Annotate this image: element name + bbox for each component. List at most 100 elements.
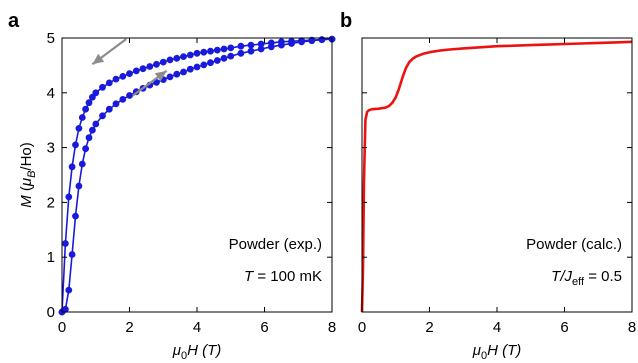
panel-a-annotation-sample: Powder (exp.) (229, 236, 322, 253)
panel-a-letter: a (8, 10, 20, 32)
panel-a-series-0-point-19 (153, 60, 160, 68)
panel-a-y-tick-label-4: 4 (47, 85, 55, 102)
panel-a-series-0-point-7 (82, 105, 89, 113)
panel-b-x-tick-label-0: 0 (358, 319, 366, 336)
panel-a-series-1-point-36 (288, 40, 295, 47)
panel-a-x-tick-label-4: 8 (328, 319, 336, 336)
panel-a-x-tick-label-3: 6 (260, 319, 268, 336)
panel-a-series-1-point-33 (257, 45, 265, 53)
panel-a-series-0-point-12 (105, 79, 113, 87)
panel-a-series-1-point-15 (126, 92, 133, 99)
panel-a-x-axis-label: μ0H (T) (172, 342, 222, 362)
panel-a-y-tick-label-0: 0 (47, 304, 55, 321)
panel-a-series-1-point-35 (277, 41, 285, 49)
panel-a-series-0-point-1 (62, 240, 69, 247)
panel-a-series-1-point-28 (213, 57, 221, 64)
panel-a-series-0-point-28 (213, 46, 221, 54)
panel-a-series-0-point-17 (139, 65, 147, 73)
panel-a-series-1-point-8 (85, 134, 93, 142)
panel-a-x-ticks: 0 2 4 6 8 (58, 38, 336, 336)
panel-a-y-ticks: 0 1 2 3 4 5 (47, 30, 332, 321)
panel-a-series-0-point-30 (227, 44, 235, 52)
panel-a-arrow-head-1 (154, 70, 167, 82)
panel-a-series-1-point-38 (308, 37, 316, 45)
panel-b-x-axis-label: μ0H (T) (472, 342, 522, 362)
panel-a-series-0-point-4 (72, 141, 79, 149)
panel-a-series-1-point-22 (173, 70, 181, 78)
panel-a-series-1-point-26 (200, 61, 208, 69)
panel-a-series-1-point-3 (68, 251, 76, 258)
panel-a-x-tick-label-1: 2 (125, 319, 133, 336)
panel-a-series-0-point-6 (78, 114, 86, 121)
panel-a-series-group (58, 35, 336, 316)
panel-a-series-0-point-27 (207, 47, 214, 55)
panel-b-x-tick-label-3: 6 (560, 319, 568, 336)
panel-b-y-ticks (362, 37, 632, 313)
panel-a-series-1-point-9 (89, 126, 96, 134)
panel-a-y-tick-label-3: 3 (47, 140, 55, 157)
panel-a-annotation-temperature: T = 100 mK (244, 268, 322, 285)
panel-a-y-tick-label-2: 2 (47, 194, 55, 211)
panel-a-series-1-point-7 (82, 145, 89, 153)
panel-a-series-1-point-12 (105, 105, 113, 113)
panel-b-series-group (360, 40, 633, 313)
panel-a-y-axis-label: M (μB/Ho) (18, 142, 38, 208)
panel-a-series-1-point-10 (92, 120, 100, 128)
panel-a-series-1-point-5 (75, 182, 83, 190)
panel-a-series-1-point-32 (247, 47, 255, 55)
panel-b: b 0 2 4 6 8 Powder (calc.) T/Jeff = 0.5 μ0H … (340, 10, 636, 362)
panel-a-series-1-point-37 (298, 38, 306, 46)
panel-a-x-tick-label-0: 0 (58, 319, 66, 336)
panel-a-series-0-point-32 (247, 41, 255, 49)
panel-a-series-1-point-24 (186, 65, 194, 73)
panel-a-series-0-point-31 (237, 42, 245, 50)
panel-a-series-0-point-5 (75, 124, 83, 132)
panel-b-annotation-sample: Powder (calc.) (526, 236, 622, 253)
panel-b-annotation-ratio: T/Jeff = 0.5 (551, 268, 622, 288)
panel-a-series-0-point-23 (180, 53, 187, 60)
panel-a-series-1-point-1 (62, 305, 69, 313)
panel-a-arrow-head-0 (92, 53, 105, 65)
panel-a-series-1-point-2 (65, 286, 73, 294)
panel-a-series-0-point-29 (220, 45, 228, 53)
panel-a-series-0-point-20 (159, 58, 167, 66)
panel-a-series-1-point-25 (193, 63, 201, 71)
panel-b-x-tick-label-4: 8 (628, 319, 636, 336)
panel-a-series-1-point-34 (267, 43, 275, 51)
panel-a-series-0-point-8 (85, 99, 93, 107)
panel-a-series-0-point-13 (112, 75, 120, 83)
panel-b-x-tick-label-1: 2 (425, 319, 433, 336)
panel-a-y-tick-label-1: 1 (47, 249, 55, 266)
panel-a-series-0-point-9 (89, 93, 96, 101)
panel-a-series-0-point-3 (68, 163, 76, 171)
panel-a-x-tick-label-2: 4 (193, 319, 201, 336)
panel-b-x-ticks: 0 2 4 6 8 (358, 38, 636, 336)
panel-a-series-0-point-15 (126, 70, 133, 77)
panel-a-series-0-point-10 (92, 89, 100, 97)
panel-a-y-tick-label-5: 5 (47, 30, 55, 47)
panel-a-series-1-point-23 (180, 68, 187, 76)
panel-a-series-0-point-2 (65, 193, 73, 201)
panel-a-series-1-point-30 (227, 52, 235, 60)
panel-b-series-line-0 (360, 40, 633, 313)
panel-a-series-1-point-21 (166, 73, 174, 81)
panel-a-series-0-point-22 (173, 54, 181, 62)
panel-a-series-0-point-25 (193, 49, 201, 57)
panel-b-letter: b (340, 10, 352, 32)
panel-a-series-1-point-31 (237, 49, 245, 57)
panel-a-series-0-point-16 (132, 67, 140, 75)
panel-a-series-1-point-11 (99, 112, 106, 120)
panel-a-series-1-point-29 (220, 54, 228, 62)
panel-a-series-1-point-6 (78, 160, 86, 168)
panel-a-series-1-point-13 (112, 100, 120, 108)
panel-a-series-0-point-26 (200, 48, 208, 56)
panel-a-series-0-point-14 (119, 73, 127, 80)
panel-a-arrows (91, 38, 168, 97)
panel-a-series-1-point-14 (119, 96, 127, 103)
panel-a-series-0-point-18 (146, 63, 154, 70)
panel-a-series-0-point-11 (99, 83, 106, 91)
panel-a-series-1-point-27 (207, 59, 214, 67)
panel-a-series-0-point-24 (186, 51, 194, 59)
